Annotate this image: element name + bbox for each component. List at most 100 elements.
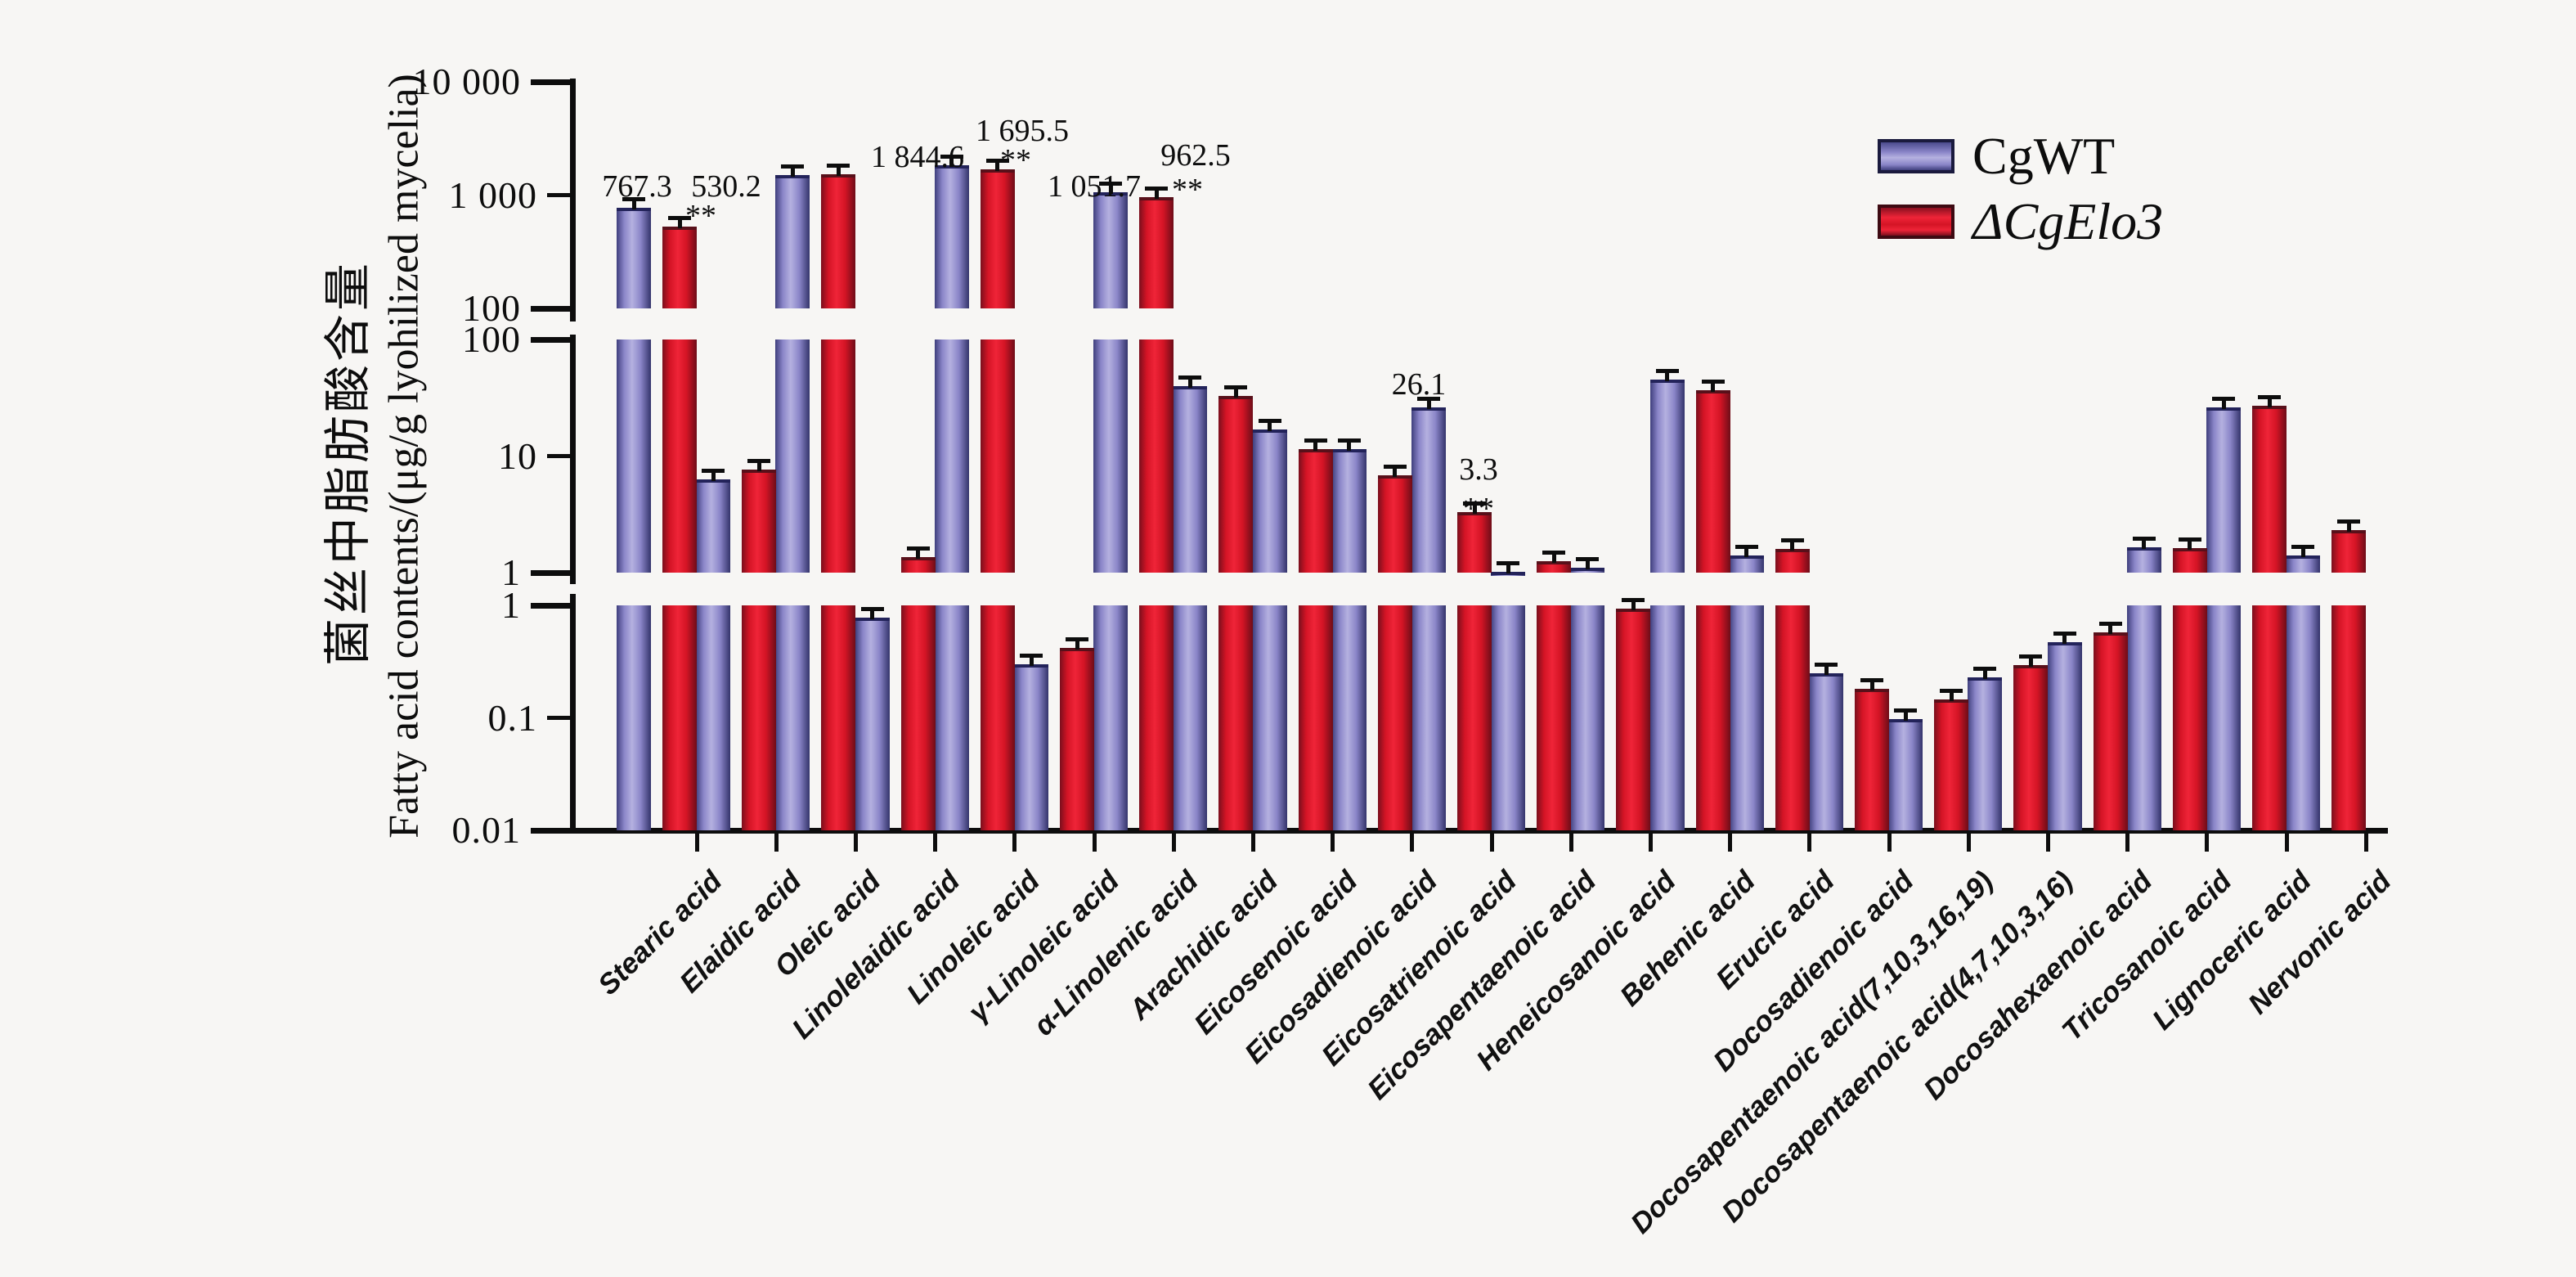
bar-ko-4 [980, 605, 1015, 830]
x-tick [1568, 834, 1573, 852]
x-tick [694, 834, 699, 852]
error-bar [1585, 560, 1590, 570]
legend: CgWT ΔCgElo3 [1878, 130, 2164, 262]
bar-wt-3 [855, 617, 890, 830]
error-bar [1108, 184, 1113, 195]
error-bar-cap [1383, 465, 1407, 470]
bar-ko-8 [1298, 448, 1333, 573]
value-label: 530.2 [691, 169, 761, 204]
error-bar [1313, 440, 1318, 451]
error-bar-cap [940, 154, 963, 159]
bar-wt-7 [1173, 385, 1208, 573]
x-tick [1251, 834, 1255, 852]
bar-ko-3 [900, 557, 936, 573]
value-label: 1 844.6 [871, 140, 964, 174]
error-bar [949, 156, 954, 167]
error-bar-cap [1940, 689, 1963, 694]
bar-ko-11 [1537, 561, 1572, 573]
error-bar [870, 609, 875, 619]
bar-wt-11 [1491, 571, 1526, 576]
bar-ko-7 [1218, 605, 1254, 830]
x-tick [774, 834, 779, 852]
y-tick [531, 306, 570, 312]
error-bar-cap [2178, 537, 2201, 542]
bar-ko-7 [1218, 395, 1254, 573]
bar-wt-6 [1093, 192, 1129, 308]
bar-wt-19 [2126, 547, 2161, 573]
value-label: 1 695.5 [976, 114, 1069, 148]
y-axis-segment-2 [570, 594, 576, 834]
error-bar [1903, 710, 1908, 721]
error-bar-cap [1224, 384, 1248, 389]
error-bar-cap [2098, 621, 2122, 626]
bar-ko-19 [2172, 548, 2207, 573]
error-bar-cap [1497, 560, 1520, 565]
y-tick [547, 715, 570, 720]
value-label: 1 051.7 [1048, 169, 1141, 204]
bar-ko-0 [662, 605, 697, 830]
y-tick-label: 100 [462, 287, 521, 329]
error-bar [677, 218, 682, 228]
bar-wt-5 [1014, 663, 1048, 830]
y-tick-label: 0.01 [451, 809, 521, 851]
bar-wt-2 [775, 339, 810, 573]
error-bar-cap [1655, 369, 1679, 374]
error-bar-cap [827, 163, 850, 168]
bar-ko-13 [1695, 389, 1730, 573]
y-tick-label: 10 [498, 434, 537, 477]
y-axis-segment-0 [570, 79, 576, 321]
error-bar-cap [1973, 666, 1997, 671]
error-bar [1075, 639, 1079, 650]
error-bar [1824, 664, 1829, 675]
bar-wt-20 [2206, 407, 2241, 573]
x-tick [1092, 834, 1097, 852]
bar-ko-4 [980, 169, 1015, 308]
error-bar [1187, 377, 1192, 388]
y-tick-label: 0.1 [487, 696, 537, 739]
legend-swatch-cgwt [1878, 139, 1954, 173]
error-bar-cap [1542, 551, 1566, 555]
error-bar [756, 461, 761, 472]
bar-wt-1 [696, 605, 731, 830]
bar-wt-21 [2286, 555, 2321, 573]
bar-ko-19 [2172, 605, 2207, 830]
error-bar [2346, 522, 2351, 533]
error-bar [2108, 623, 2113, 634]
legend-label-cgelo3: ΔCgElo3 [1972, 192, 2164, 250]
bar-ko-20 [2252, 406, 2287, 573]
value-label: ** [1463, 492, 1494, 526]
bar-ko-5 [1060, 647, 1094, 830]
x-tick [2205, 834, 2210, 852]
x-tick [2046, 834, 2050, 852]
bar-ko-6 [1139, 605, 1174, 830]
y-tick [531, 828, 570, 834]
bar-ko-14 [1775, 548, 1810, 573]
error-bar-cap [860, 606, 884, 611]
error-bar-cap [1178, 375, 1202, 380]
error-bar-cap [1258, 418, 1281, 423]
error-bar-cap [906, 546, 930, 551]
bar-wt-9 [1331, 605, 1367, 830]
error-bar-cap [1701, 379, 1725, 384]
bar-ko-2 [821, 173, 856, 308]
bar-ko-13 [1695, 605, 1730, 830]
y-tick-label: 1 [501, 584, 521, 626]
error-bar [711, 471, 716, 482]
bar-ko-18 [2093, 632, 2128, 830]
x-tick [1887, 834, 1892, 852]
bar-wt-12 [1570, 605, 1605, 830]
bar-wt-13 [1649, 380, 1685, 573]
error-bar [1393, 467, 1398, 478]
bar-ko-16 [1934, 699, 1969, 830]
value-label: 26.1 [1391, 367, 1447, 402]
error-bar [1949, 691, 1954, 702]
x-tick [1728, 834, 1733, 852]
value-label: ** [1000, 143, 1031, 178]
bar-ko-4 [980, 339, 1015, 573]
value-label: 767.3 [602, 169, 672, 204]
error-bar [2300, 547, 2305, 558]
bar-ko-1 [742, 470, 777, 573]
bar-wt-0 [617, 339, 651, 573]
error-bar [1869, 681, 1874, 691]
bar-wt-2 [775, 174, 810, 308]
